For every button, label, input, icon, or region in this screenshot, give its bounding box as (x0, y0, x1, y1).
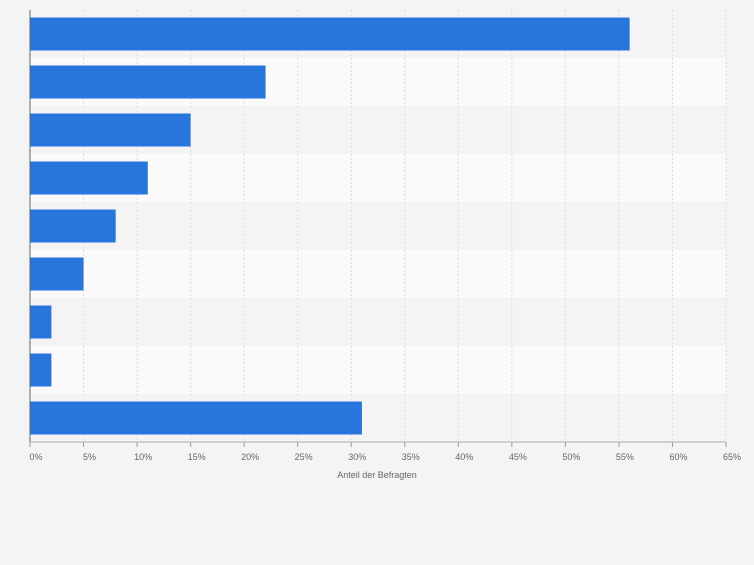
x-tick-label: 65% (723, 452, 741, 462)
x-tick-label: 50% (562, 452, 580, 462)
x-tick-label: 55% (616, 452, 634, 462)
x-tick-label: 30% (348, 452, 366, 462)
bar[interactable] (30, 401, 362, 435)
bar[interactable] (30, 257, 84, 291)
row-band (30, 250, 726, 298)
bar[interactable] (30, 113, 191, 147)
x-tick-label: 25% (295, 452, 313, 462)
x-tick-label: 5% (83, 452, 96, 462)
x-tick-label: 45% (509, 452, 527, 462)
axes (29, 10, 726, 443)
bar[interactable] (30, 161, 148, 195)
bar[interactable] (30, 353, 52, 387)
x-tick-label: 0% (29, 452, 42, 462)
bar[interactable] (30, 65, 266, 99)
bars (30, 17, 630, 435)
x-tick-label: 10% (134, 452, 152, 462)
x-tick-label: 40% (455, 452, 473, 462)
x-axis-label: Anteil der Befragten (337, 470, 417, 480)
bar[interactable] (30, 305, 52, 339)
x-tick-label: 20% (241, 452, 259, 462)
x-tick-labels: 0% 5% 10% 15% 20% 25% 30% 35% 40% 45% 50% 55% 60% 65% (29, 452, 741, 462)
bar[interactable] (30, 17, 630, 51)
x-tick-label: 15% (188, 452, 206, 462)
row-band (30, 346, 726, 394)
bar[interactable] (30, 209, 116, 243)
row-band (30, 202, 726, 250)
x-tick-label: 60% (669, 452, 687, 462)
row-band (30, 298, 726, 346)
x-tick-label: 35% (402, 452, 420, 462)
